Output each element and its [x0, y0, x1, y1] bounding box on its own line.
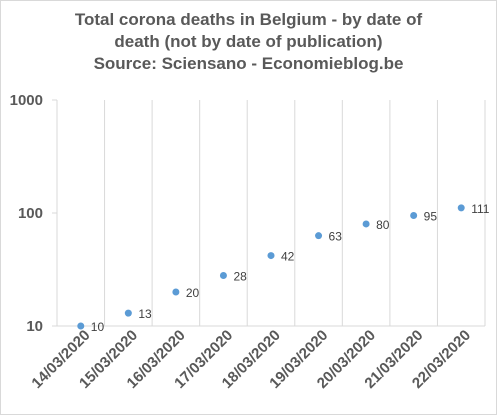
data-label: 95 [424, 210, 438, 224]
chart-title: Total corona deaths in Belgium - by date… [1, 9, 496, 75]
data-point [124, 309, 132, 317]
grid-lines [104, 100, 486, 326]
data-point [362, 220, 370, 228]
data-label: 20 [186, 286, 200, 300]
data-point [172, 288, 180, 296]
data-point [219, 271, 227, 279]
data-label: 111 [471, 202, 490, 216]
y-tick-label: 1000 [10, 92, 43, 109]
data-labels: 10 13 20 28 42 63 80 95 111 [91, 202, 490, 334]
data-point [267, 252, 275, 260]
data-point [77, 322, 85, 330]
chart-title-line-1: Total corona deaths in Belgium - by date… [74, 10, 423, 29]
data-label: 28 [233, 269, 247, 283]
y-tick-label: 100 [18, 205, 43, 222]
x-tick-labels: 14/03/202015/03/202016/03/202017/03/2020… [28, 327, 474, 392]
chart-title-line-3: Source: Sciensano - Economieblog.be [93, 54, 404, 73]
data-label: 63 [329, 230, 343, 244]
data-point [315, 232, 323, 240]
data-label: 80 [376, 218, 390, 232]
y-tick-labels: 10 100 1000 [10, 92, 43, 335]
axes [52, 99, 485, 327]
data-point [457, 204, 465, 212]
y-tick-label: 10 [26, 318, 43, 335]
data-point [410, 212, 418, 220]
data-label: 10 [91, 320, 105, 334]
data-label: 13 [138, 307, 152, 321]
data-points [77, 204, 465, 330]
chart-title-line-2: death (not by date of publication) [114, 32, 383, 51]
data-label: 42 [281, 250, 295, 264]
